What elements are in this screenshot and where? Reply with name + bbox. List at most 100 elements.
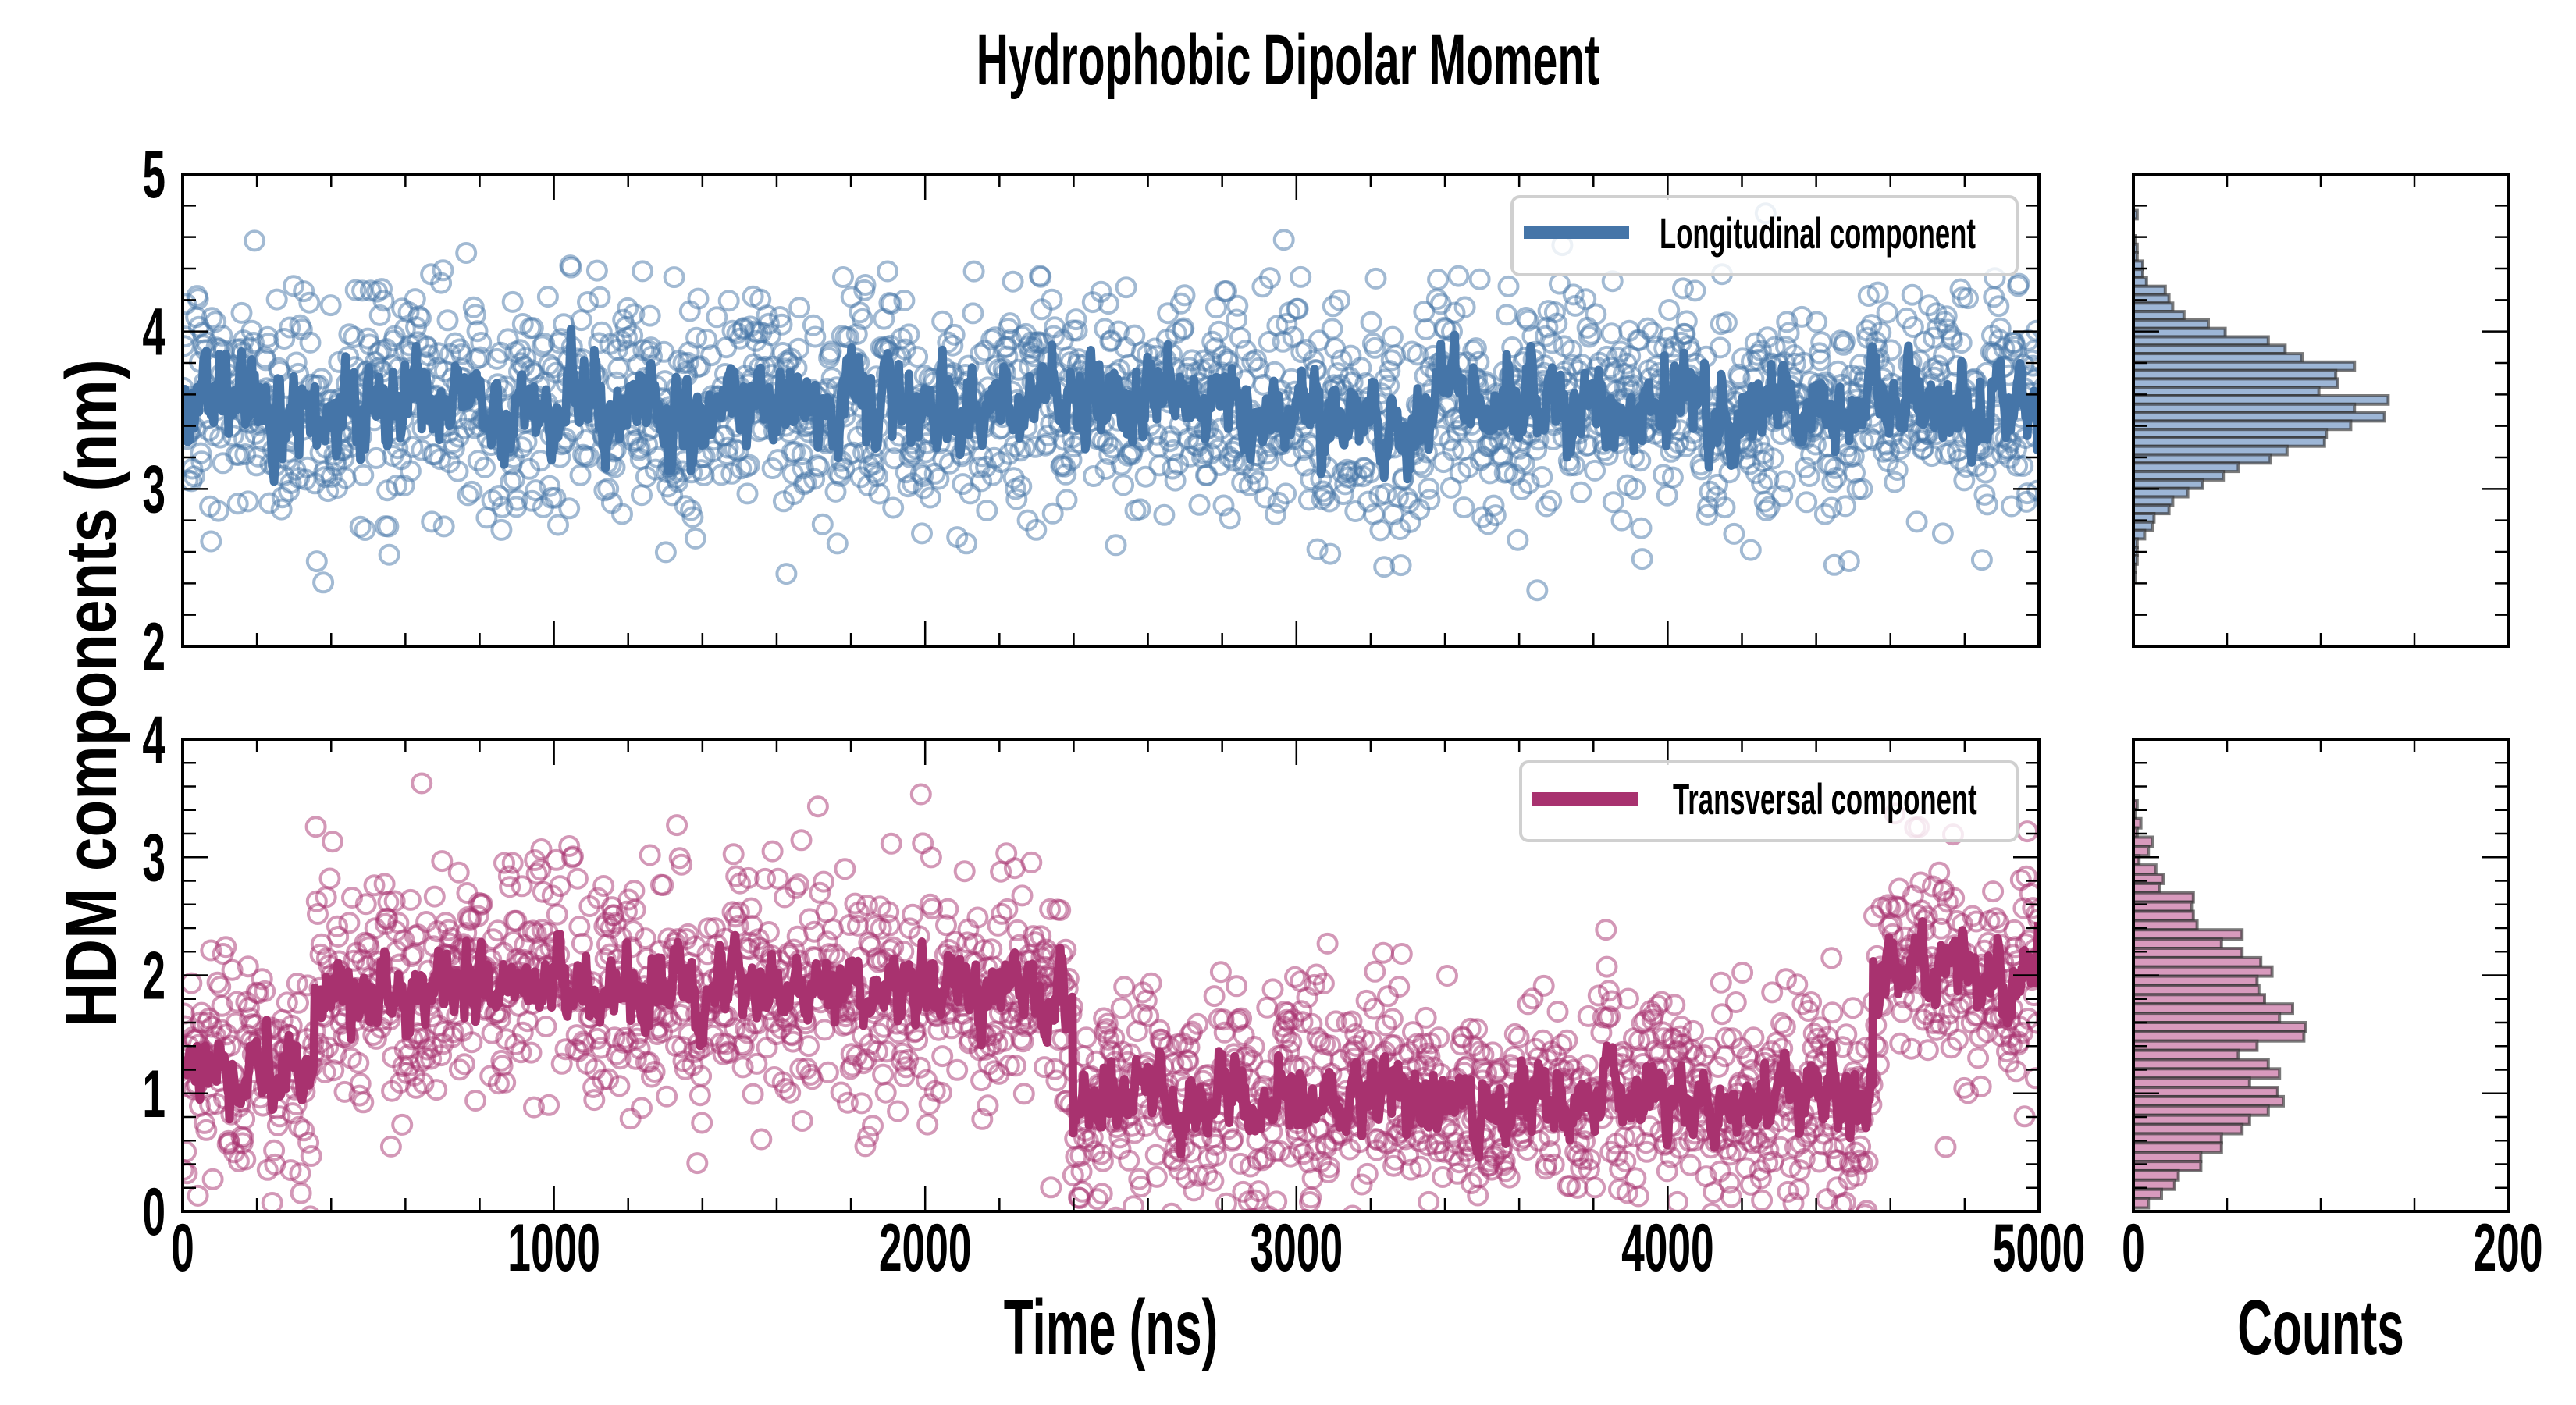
scatter-point <box>654 541 677 564</box>
scatter-point <box>244 229 266 252</box>
scatter-point <box>190 450 213 473</box>
scatter-point <box>1209 961 1232 984</box>
scatter-point <box>500 471 522 493</box>
x-tick-label: 200 <box>2474 1211 2543 1286</box>
scatter-point <box>623 303 646 325</box>
scatter-point <box>287 991 309 1014</box>
scatter-point <box>1507 528 1529 551</box>
scatter-point <box>813 870 834 893</box>
scatter-point <box>607 357 630 379</box>
scatter-point <box>834 858 856 880</box>
scatter-point <box>1710 971 1732 994</box>
scatter-point <box>1595 919 1617 941</box>
scatter-point <box>880 293 902 315</box>
scatter-point <box>770 313 793 336</box>
scatter-point <box>1666 1190 1688 1211</box>
scatter-point <box>898 323 920 346</box>
scatter-point <box>663 266 685 289</box>
scatter-point <box>631 1097 653 1119</box>
scatter-point <box>969 343 991 365</box>
scatter-point <box>365 446 387 469</box>
scatter-point <box>1414 1006 1437 1029</box>
scatter-point <box>305 550 328 573</box>
scatter-point <box>314 466 336 489</box>
scatter-point <box>1835 1023 1858 1046</box>
scatter-point <box>297 1131 320 1154</box>
scatter-point <box>803 920 826 943</box>
scatter-point <box>1821 1001 1844 1024</box>
x-axis-label: Time (ns) <box>1004 1284 1218 1371</box>
scatter-point <box>691 1112 713 1134</box>
scatter-point <box>1075 1026 1098 1049</box>
scatter-point <box>1447 265 1470 287</box>
scatter-point <box>617 297 639 319</box>
scatter-point <box>882 496 905 519</box>
scatter-point <box>1272 229 1295 251</box>
scatter-point <box>953 860 976 883</box>
longitudinal-panel: 2 3 4 5 Longitudinal component <box>142 137 2041 685</box>
scatter-point <box>474 456 496 478</box>
scatter-point <box>1113 976 1136 998</box>
scatter-point <box>1012 1083 1035 1105</box>
scatter-point <box>874 1081 897 1104</box>
scatter-point <box>906 346 929 368</box>
scatter-point <box>832 266 854 288</box>
scatter-point <box>546 903 568 926</box>
scatter-point <box>1934 1136 1957 1158</box>
scatter-point <box>909 783 932 806</box>
scatter-point <box>290 1182 312 1204</box>
scatter-point <box>962 302 984 325</box>
scatter-point <box>506 489 528 511</box>
scatter-point <box>970 470 993 493</box>
scatter-point <box>820 340 842 363</box>
scatter-point <box>1496 304 1518 326</box>
scatter-point <box>1570 481 1592 503</box>
scatter-point <box>1020 851 1043 873</box>
scatter-point <box>854 274 877 296</box>
scatter-point <box>1724 991 1747 1013</box>
scatter-point <box>265 288 288 311</box>
scatter-point <box>736 482 759 505</box>
scatter-point <box>183 972 203 994</box>
scatter-point <box>919 486 941 509</box>
scatter-point <box>1105 534 1127 557</box>
scatter-point <box>539 475 561 497</box>
scatter-point <box>1372 941 1394 964</box>
scatter-point <box>300 1145 322 1167</box>
transversal-legend-swatch <box>1532 792 1638 806</box>
scatter-point <box>688 355 711 378</box>
scatter-point <box>1720 1186 1742 1208</box>
scatter-point <box>1110 997 1133 1019</box>
scatter-point <box>1069 1222 1087 1240</box>
scatter-point <box>1709 336 1731 359</box>
scatter-point <box>583 1089 606 1112</box>
scatter-point <box>639 304 661 327</box>
scatter-point <box>299 331 322 354</box>
scatter-point <box>1344 500 1367 522</box>
longitudinal-legend: Longitudinal component <box>1510 195 2019 276</box>
scatter-point <box>399 460 422 482</box>
scatter-point <box>1627 1185 1649 1208</box>
scatter-point <box>429 448 451 471</box>
scatter-point <box>1610 509 1633 532</box>
scatter-point <box>354 519 376 541</box>
scatter-point <box>466 320 489 343</box>
scatter-point <box>258 492 281 514</box>
scatter-point <box>991 902 1013 925</box>
scatter-point <box>1931 522 1954 545</box>
scatter-point <box>1751 1189 1774 1211</box>
scatter-point <box>490 518 513 541</box>
scatter-point <box>1735 1217 1754 1236</box>
scatter-point <box>461 480 483 503</box>
scatter-point <box>767 867 789 890</box>
scatter-point <box>589 286 611 308</box>
scatter-point <box>756 1037 778 1059</box>
scatter-point <box>790 829 813 852</box>
scatter-point <box>570 309 592 332</box>
scatter-point <box>1202 1264 1221 1283</box>
scatter-point <box>1196 464 1219 486</box>
scatter-point <box>817 1061 839 1083</box>
scatter-point <box>912 832 934 855</box>
scatter-point <box>1045 1069 1068 1092</box>
scatter-point <box>681 506 704 528</box>
